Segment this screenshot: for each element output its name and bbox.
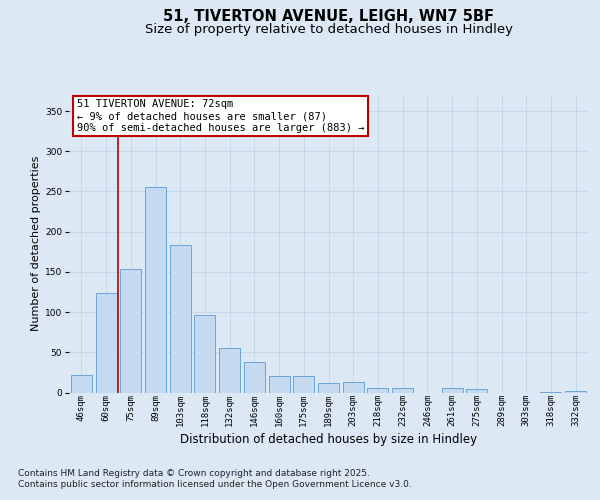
Text: Contains HM Land Registry data © Crown copyright and database right 2025.: Contains HM Land Registry data © Crown c… [18,469,370,478]
Bar [95,293,116,392]
Bar [120,270,141,392]
Bar [442,388,463,392]
Bar [269,376,290,392]
Bar [565,391,586,392]
Bar [71,375,92,392]
Text: Size of property relative to detached houses in Hindley: Size of property relative to detached ho… [145,22,513,36]
Bar [318,383,339,392]
Bar [367,388,388,392]
Bar [343,382,364,392]
Bar [194,316,215,392]
Bar [392,388,413,392]
Text: 51 TIVERTON AVENUE: 72sqm
← 9% of detached houses are smaller (87)
90% of semi-d: 51 TIVERTON AVENUE: 72sqm ← 9% of detach… [77,100,364,132]
Text: Distribution of detached houses by size in Hindley: Distribution of detached houses by size … [180,432,478,446]
Bar [145,186,166,392]
Bar [219,348,240,393]
Bar [293,376,314,392]
Text: Contains public sector information licensed under the Open Government Licence v3: Contains public sector information licen… [18,480,412,489]
Bar [244,362,265,392]
Bar [170,246,191,392]
Bar [466,390,487,392]
Text: 51, TIVERTON AVENUE, LEIGH, WN7 5BF: 51, TIVERTON AVENUE, LEIGH, WN7 5BF [163,9,494,24]
Y-axis label: Number of detached properties: Number of detached properties [31,156,41,332]
